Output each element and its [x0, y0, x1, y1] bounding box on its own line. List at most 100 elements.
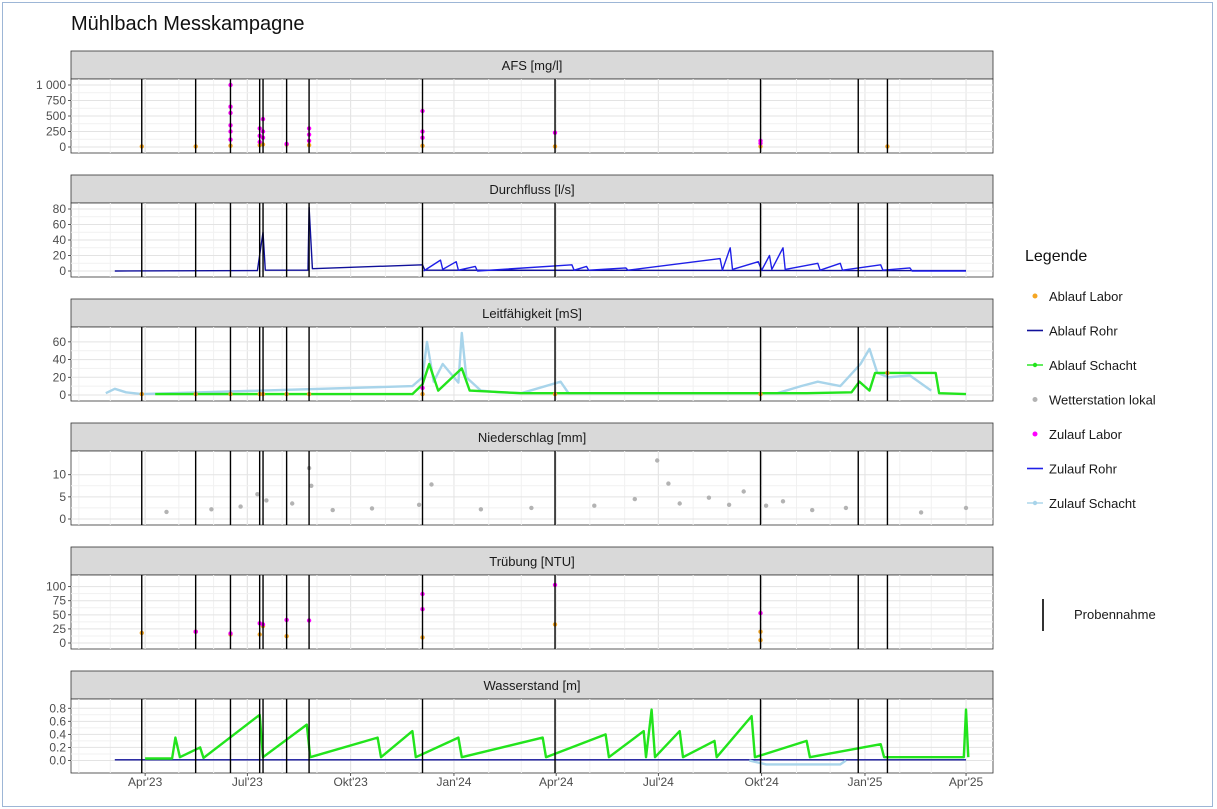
legend-label: Wetterstation lokal — [1049, 393, 1156, 408]
data-point — [763, 503, 769, 508]
legend-sampling-entry: Probennahme — [1042, 599, 1156, 631]
panel-background — [70, 326, 994, 402]
series-line — [423, 247, 966, 272]
data-point — [478, 507, 484, 512]
data-point — [726, 502, 732, 507]
y-tick-label: 75 — [53, 594, 67, 608]
legend-key-point — [1032, 362, 1038, 368]
data-point — [429, 482, 434, 487]
data-point — [677, 501, 682, 506]
legend-entry: Zulauf Rohr — [1027, 462, 1118, 477]
y-tick-label: 250 — [46, 125, 66, 139]
series-line — [749, 759, 847, 766]
x-tick-label: Apr'24 — [539, 775, 574, 789]
data-point — [655, 458, 660, 463]
data-point — [810, 507, 815, 513]
data-point — [330, 507, 335, 513]
y-tick-label: 60 — [53, 218, 67, 232]
legend-label: Zulauf Labor — [1049, 427, 1123, 442]
x-tick-label: Jan'25 — [847, 775, 882, 789]
legend-entry: Zulauf Schacht — [1027, 496, 1136, 511]
y-tick-label: 0.2 — [49, 740, 66, 754]
series-zulauf-schacht — [749, 759, 847, 766]
legend-entry: Wetterstation lokal — [1032, 393, 1156, 408]
legend-label: Zulauf Rohr — [1049, 462, 1118, 477]
data-point — [632, 496, 637, 502]
y-tick-label: 0.6 — [49, 714, 66, 728]
facet-strip-label: AFS [mg/l] — [502, 58, 563, 73]
facet-strip — [70, 174, 994, 204]
chart-title: Mühlbach Messkampagne — [71, 13, 304, 35]
panel-background — [70, 574, 994, 650]
facet-strip — [70, 422, 994, 452]
y-tick-label: 40 — [53, 353, 67, 367]
data-point — [416, 502, 422, 507]
data-point — [164, 509, 169, 515]
legend-key-point — [1032, 431, 1038, 437]
y-tick-label: 0 — [59, 140, 66, 154]
data-point — [290, 501, 295, 506]
y-tick-label: 20 — [53, 249, 67, 263]
legend-key-point — [1032, 293, 1038, 299]
legend-key-point — [1032, 397, 1038, 402]
y-tick-label: 0 — [59, 264, 66, 278]
x-tick-label: Jan'24 — [436, 775, 471, 789]
y-tick-label: 60 — [53, 335, 67, 349]
y-tick-label: 40 — [53, 233, 67, 247]
y-tick-label: 0 — [59, 388, 66, 402]
legend-label: Ablauf Labor — [1049, 289, 1123, 304]
data-point — [592, 503, 597, 508]
data-point — [918, 510, 924, 515]
data-point — [309, 483, 314, 488]
panel-background — [70, 450, 994, 526]
facet-strip-label: Durchfluss [l/s] — [489, 182, 574, 197]
data-point — [706, 495, 712, 500]
panel-background — [70, 698, 994, 774]
legend-entry: Ablauf Schacht — [1027, 358, 1137, 373]
faceted-time-series-chart: Mühlbach Messkampagne AFS [mg/l]02505007… — [36, 13, 1156, 789]
legend-entry: Ablauf Labor — [1032, 289, 1123, 304]
y-tick-label: 0.8 — [49, 701, 66, 715]
data-point — [529, 505, 534, 511]
legend-entry: Ablauf Rohr — [1027, 324, 1118, 339]
facet-strip-label: Trübung [NTU] — [489, 554, 575, 569]
y-tick-label: 25 — [53, 622, 67, 636]
data-point — [264, 498, 269, 503]
y-tick-label: 0 — [59, 636, 66, 650]
legend-label: Ablauf Schacht — [1049, 358, 1137, 373]
y-tick-label: 10 — [53, 468, 67, 482]
data-point — [963, 505, 969, 511]
x-tick-label: Apr'23 — [128, 775, 163, 789]
series-ablauf-schacht — [155, 362, 967, 396]
legend-title: Legende — [1025, 248, 1087, 265]
y-tick-label: 80 — [53, 202, 67, 216]
data-point — [843, 505, 849, 511]
series-wetterstation-lokal — [164, 458, 969, 515]
y-tick-label: 100 — [46, 580, 66, 594]
y-tick-label: 0.4 — [49, 727, 66, 741]
facet-strip-label: Leitfähigkeit [mS] — [482, 306, 582, 321]
data-point — [209, 507, 214, 512]
series-zulauf-labor — [228, 82, 763, 147]
legend-label: Zulauf Schacht — [1049, 496, 1136, 511]
facet-strip-label: Wasserstand [m] — [483, 678, 580, 693]
data-point — [741, 489, 746, 494]
y-tick-label: 500 — [46, 109, 66, 123]
facet-panel: Niederschlag [mm] 0 5 10 — [53, 422, 994, 526]
y-tick-label: 750 — [46, 94, 66, 108]
legend-entry: Zulauf Labor — [1032, 427, 1123, 442]
data-point — [666, 481, 671, 486]
y-tick-label: 0.0 — [49, 753, 66, 767]
y-tick-label: 0 — [59, 512, 66, 526]
data-point — [255, 492, 260, 497]
x-tick-label: Jul'24 — [643, 775, 674, 789]
series-zulauf-rohr — [423, 247, 966, 272]
data-point — [780, 499, 786, 504]
facet-strip — [70, 50, 994, 80]
x-tick-label: Apr'25 — [949, 775, 984, 789]
series-line — [155, 362, 967, 396]
facet-strip-label: Niederschlag [mm] — [478, 430, 586, 445]
